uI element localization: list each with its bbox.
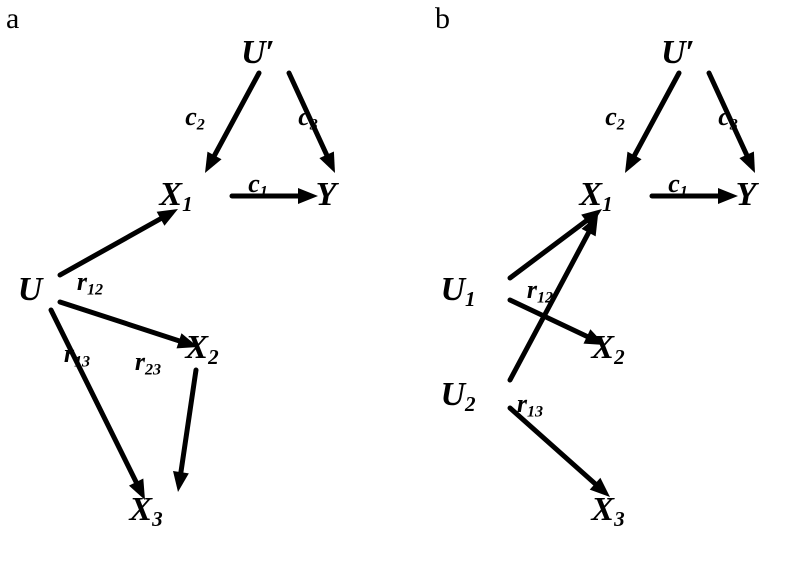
arrow-b-U2-to-X3 bbox=[510, 408, 610, 497]
arrow-b-U1-to-X1 bbox=[510, 209, 602, 278]
diagram_a-edgelabel-r12: r12 bbox=[77, 267, 103, 299]
diagram_b-node-Uprime: U′ bbox=[661, 34, 695, 71]
diagram_b-edgelabel-r12: r12 bbox=[527, 275, 553, 307]
diagram_a-edgelabel-r23: r23 bbox=[135, 347, 161, 379]
arrow-a-Uprime-to-X1 bbox=[205, 73, 259, 173]
diagram_b-edgelabel-r13: r13 bbox=[517, 389, 543, 421]
diagram_a-edgelabel-r13: r13 bbox=[64, 339, 90, 371]
panel-label-a: a bbox=[6, 2, 19, 35]
diagram_b-node-Y: Y bbox=[736, 176, 760, 213]
arrow-b-U2-to-X1 bbox=[510, 215, 598, 380]
arrow-b-Uprime-to-X1 bbox=[625, 73, 679, 173]
diagram_a-node-X1: X1 bbox=[158, 176, 192, 216]
diagram_b-edgelabel-c3: c3 bbox=[718, 102, 738, 134]
diagram_a-node-Y: Y bbox=[316, 176, 340, 213]
causal-diagram-figure: a b U′ X1 Y U X2 X3 c2 c3 c1 r12 r13 r23 U′ X1 Y U1 X2 U2 X3… bbox=[0, 0, 810, 563]
arrow-a-X2-to-X3 bbox=[173, 370, 196, 492]
arrow-a-U-to-X2 bbox=[60, 302, 198, 348]
diagram_a-node-X2: X2 bbox=[184, 329, 219, 369]
diagram_a-edgelabel-c1: c1 bbox=[248, 169, 268, 201]
diagram_a-edgelabel-c2: c2 bbox=[185, 102, 205, 134]
diagram_b-node-X3: X3 bbox=[590, 491, 624, 531]
diagram_a-node-U: U bbox=[18, 271, 45, 308]
diagram_b-node-U1: U1 bbox=[440, 271, 475, 311]
diagram_a-node-Uprime: U′ bbox=[241, 34, 275, 71]
diagram_a-node-X3: X3 bbox=[128, 491, 162, 531]
arrow-a-X1-to-Y bbox=[232, 188, 318, 204]
diagram_b-node-X1: X1 bbox=[578, 176, 612, 216]
arrow-a-U-to-X1 bbox=[60, 209, 178, 275]
arrow-b-X1-to-Y bbox=[652, 188, 738, 204]
diagram_b-node-U2: U2 bbox=[440, 376, 476, 416]
diagram_b-node-X2: X2 bbox=[590, 329, 625, 369]
panel-label-b: b bbox=[435, 2, 450, 35]
diagram_b-edgelabel-c1: c1 bbox=[668, 169, 688, 201]
diagram_b-edgelabel-c2: c2 bbox=[605, 102, 625, 134]
diagram_a-edgelabel-c3: c3 bbox=[298, 102, 318, 134]
